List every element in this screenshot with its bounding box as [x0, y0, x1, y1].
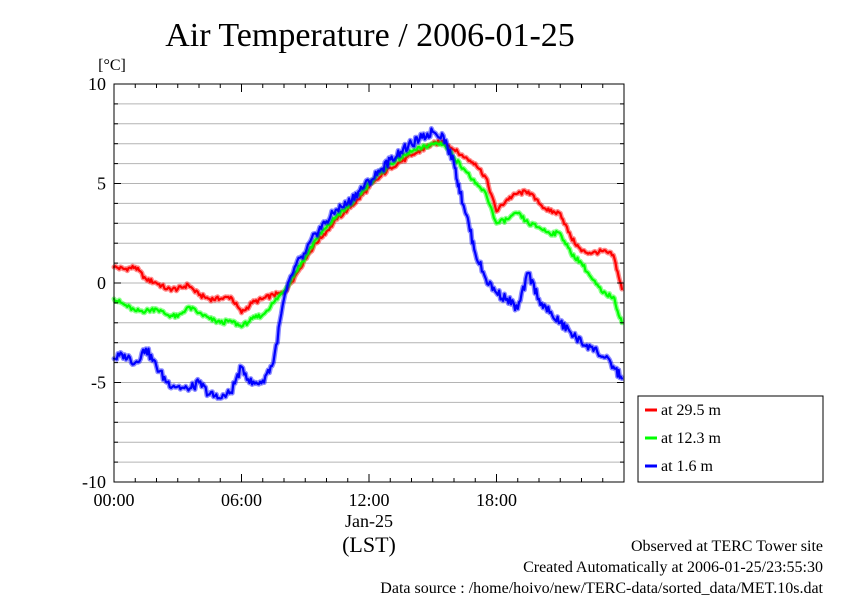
legend-label: at 12.3 m — [661, 430, 722, 447]
x-tick-label: 06:00 — [221, 490, 262, 510]
x-axis-label: (LST) — [342, 532, 396, 557]
footer-source: Data source : /home/hoivo/new/TERC-data/… — [380, 580, 823, 595]
grid-lines — [114, 103, 624, 463]
legend-items: at 29.5 m at 12.3 m at 1.6 m — [645, 402, 722, 475]
legend-label: at 1.6 m — [661, 458, 714, 475]
y-tick-label: -5 — [91, 373, 106, 393]
footer-created: Created Automatically at 2006-01-25/23:5… — [523, 559, 823, 576]
series-line-halo — [111, 140, 625, 330]
y-tick-label: -10 — [82, 472, 106, 492]
series-layer — [111, 126, 625, 401]
legend-label: at 29.5 m — [661, 402, 722, 419]
y-axis-label: [°C] — [98, 57, 126, 74]
legend: at 29.5 m at 12.3 m at 1.6 m — [637, 395, 824, 483]
y-tick-label: 0 — [97, 273, 106, 293]
y-tick-label: 5 — [97, 174, 106, 194]
x-tick-label: 00:00 — [93, 490, 134, 510]
series-line — [112, 127, 624, 400]
x-date-label: Jan-25 — [345, 511, 393, 531]
y-tick-label: 10 — [88, 74, 106, 94]
x-tick-label: 18:00 — [476, 490, 517, 510]
series-line — [112, 141, 624, 328]
series-line — [112, 139, 624, 314]
footer-observed: Observed at TERC Tower site — [631, 538, 823, 555]
x-tick-label: 12:00 — [348, 490, 389, 510]
chart-title: Air Temperature / 2006-01-25 — [165, 17, 575, 54]
legend-box — [637, 395, 824, 483]
